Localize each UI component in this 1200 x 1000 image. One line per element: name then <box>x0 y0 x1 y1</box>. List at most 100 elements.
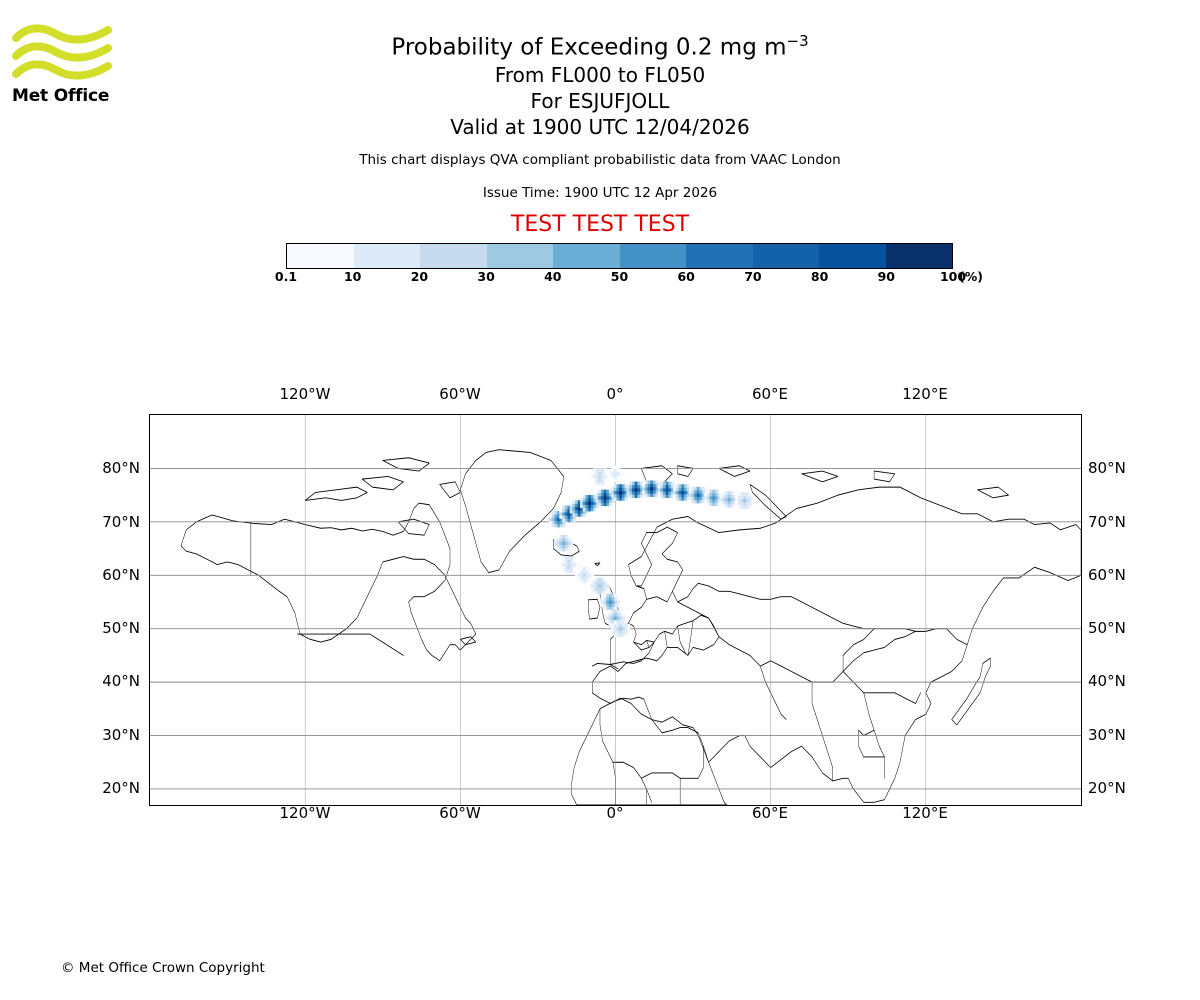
plume-cell <box>582 573 586 578</box>
plume-cell <box>603 471 607 476</box>
plume-cell <box>621 484 625 488</box>
plume-cell <box>588 576 592 581</box>
plume-cell <box>686 484 690 488</box>
plume-cell <box>678 497 682 501</box>
plume-cell <box>608 612 612 617</box>
plume-cell <box>564 565 568 570</box>
plume-cell <box>613 490 617 495</box>
plume-cell <box>567 544 571 549</box>
plume-cell <box>567 534 571 539</box>
colorbar-band-1 <box>353 244 420 268</box>
plume-cell <box>559 538 563 542</box>
plume-cell <box>704 499 708 503</box>
plume-cell <box>691 499 695 504</box>
plume-cell <box>598 590 602 595</box>
plume-cell <box>611 603 615 608</box>
plume-cell <box>668 481 672 486</box>
plume-cell <box>603 481 607 485</box>
plume-cell <box>650 493 654 497</box>
plume-cell <box>557 514 561 518</box>
plume-cell <box>694 496 698 501</box>
plume-cell <box>663 491 666 495</box>
plume-cell <box>593 474 597 479</box>
plume-cell <box>681 484 685 488</box>
plume-cell <box>696 496 700 501</box>
plume-cell <box>748 501 752 506</box>
plume-cell <box>696 493 700 497</box>
plume-cell <box>681 487 685 492</box>
colorbar-band-3 <box>486 244 553 268</box>
plume-cell <box>624 620 628 625</box>
plume-cell <box>748 498 752 503</box>
plume-cell <box>619 616 623 620</box>
plume-cell <box>585 504 589 509</box>
plume-cell <box>582 494 586 499</box>
plume-cell <box>717 499 721 503</box>
world-map[interactable] <box>149 414 1082 806</box>
plume-cell <box>683 484 687 488</box>
plume-cell <box>600 489 604 494</box>
plume-cell <box>660 491 664 495</box>
lon-tick-0°-bottom: 0° <box>606 804 624 822</box>
plume-cell <box>608 475 612 479</box>
plume-cell <box>746 505 750 509</box>
plume-cell <box>608 603 612 608</box>
plume-cell <box>603 580 607 585</box>
plume-cell <box>619 493 623 498</box>
plume-cell <box>737 498 741 503</box>
lat-tick-40°N-right: 40°N <box>1088 672 1126 691</box>
plume-cell <box>696 486 700 491</box>
plume-cell <box>673 484 677 489</box>
plume-cell <box>626 484 630 489</box>
plume-cell <box>580 506 584 511</box>
plume-cell <box>640 481 644 486</box>
map-gridlines <box>150 415 1081 805</box>
plume-cell <box>746 498 750 503</box>
plume-cell <box>608 622 612 627</box>
plume-cell <box>655 480 659 485</box>
plume-cell <box>655 490 659 494</box>
plume-cell <box>733 497 737 502</box>
plume-cell <box>733 504 737 508</box>
plume-cell <box>611 616 615 620</box>
plume-cell <box>637 484 641 489</box>
plume-cell <box>627 626 631 631</box>
plume-cell <box>668 487 672 492</box>
plume-cell <box>709 499 713 503</box>
plume-cell <box>562 565 566 570</box>
plume-cell <box>582 501 586 505</box>
plume-cell <box>631 491 635 495</box>
plume-cell <box>613 633 617 637</box>
copyright-text: © Met Office Crown Copyright <box>61 960 265 976</box>
plume-cell <box>673 487 677 492</box>
plume-cell <box>565 547 568 552</box>
plume-cell <box>611 606 615 611</box>
plume-cell <box>572 565 576 570</box>
plume-cell <box>621 630 625 634</box>
plume-cell <box>668 484 672 489</box>
plume-cell <box>595 584 599 588</box>
plume-cell <box>712 492 716 497</box>
lat-tick-70°N-left: 70°N <box>102 512 140 531</box>
plume-cell <box>567 556 571 560</box>
plume-cell <box>657 491 661 495</box>
plume-cell <box>556 541 560 546</box>
plume-cell <box>735 495 739 500</box>
plume-cell <box>652 480 656 485</box>
plume-cell <box>660 484 664 489</box>
lon-tick-120°E-top: 120°E <box>902 385 948 403</box>
plume-cell <box>691 496 695 501</box>
plume-cell <box>593 587 597 591</box>
plume-cell <box>621 633 625 637</box>
plume-cell <box>548 514 552 518</box>
plume-cell <box>580 498 583 502</box>
plume-cell <box>681 490 685 495</box>
plume-cell <box>722 494 726 499</box>
plume-cell <box>619 484 623 488</box>
plume-cell <box>702 493 706 497</box>
plume-cell <box>694 493 698 497</box>
plume-cell <box>642 490 646 494</box>
plume-cell <box>611 475 615 479</box>
plume-cell <box>608 471 612 476</box>
plume-cell <box>709 502 713 507</box>
